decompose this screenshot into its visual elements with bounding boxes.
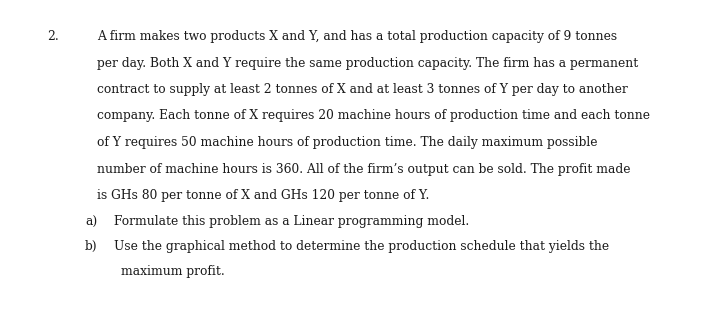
Text: A firm makes two products X and Y, and has a total production capacity of 9 tonn: A firm makes two products X and Y, and h…: [97, 30, 617, 43]
Text: 2.: 2.: [47, 30, 58, 43]
Text: company. Each tonne of X requires 20 machine hours of production time and each t: company. Each tonne of X requires 20 mac…: [97, 110, 650, 122]
Text: per day. Both X and Y require the same production capacity. The firm has a perma: per day. Both X and Y require the same p…: [97, 57, 639, 69]
Text: a): a): [85, 215, 97, 228]
Text: Use the graphical method to determine the production schedule that yields the: Use the graphical method to determine th…: [114, 240, 609, 253]
Text: number of machine hours is 360. All of the firm’s output can be sold. The profit: number of machine hours is 360. All of t…: [97, 162, 631, 176]
Text: maximum profit.: maximum profit.: [121, 264, 225, 278]
Text: contract to supply at least 2 tonnes of X and at least 3 tonnes of Y per day to : contract to supply at least 2 tonnes of …: [97, 83, 628, 96]
Text: is GHs 80 per tonne of X and GHs 120 per tonne of Y.: is GHs 80 per tonne of X and GHs 120 per…: [97, 189, 430, 202]
Text: of Y requires 50 machine hours of production time. The daily maximum possible: of Y requires 50 machine hours of produc…: [97, 136, 598, 149]
Text: Formulate this problem as a Linear programming model.: Formulate this problem as a Linear progr…: [114, 215, 469, 228]
Text: b): b): [85, 240, 98, 253]
